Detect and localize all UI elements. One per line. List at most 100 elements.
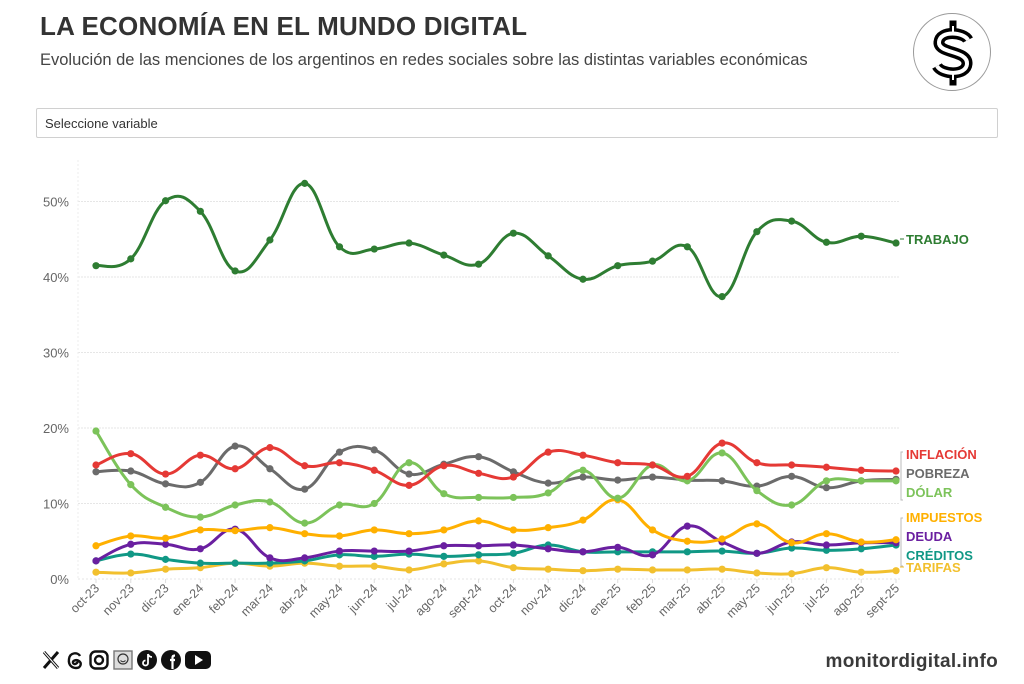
point-dolar[interactable] — [475, 493, 483, 502]
point-tarifas[interactable] — [579, 567, 587, 575]
point-impuestos[interactable] — [648, 526, 657, 534]
point-inflacion[interactable] — [370, 466, 378, 474]
point-deuda[interactable] — [753, 549, 761, 557]
point-pobreza[interactable] — [788, 472, 796, 480]
point-pobreza[interactable] — [509, 468, 517, 476]
point-dolar[interactable] — [266, 498, 274, 506]
point-deuda[interactable] — [822, 541, 831, 549]
point-deuda[interactable] — [648, 551, 657, 559]
tiktok-icon[interactable] — [136, 649, 158, 671]
point-impuestos[interactable] — [196, 526, 204, 534]
point-creditos[interactable] — [266, 559, 274, 567]
point-deuda[interactable] — [440, 542, 448, 550]
point-dolar[interactable] — [614, 494, 622, 502]
point-inflacion[interactable] — [544, 448, 552, 456]
point-inflacion[interactable] — [683, 472, 691, 480]
point-trabajo[interactable] — [753, 228, 761, 236]
point-trabajo[interactable] — [92, 262, 100, 270]
point-trabajo[interactable] — [161, 197, 170, 205]
point-pobreza[interactable] — [231, 442, 239, 450]
point-tarifas[interactable] — [475, 557, 483, 565]
point-trabajo[interactable] — [370, 245, 378, 253]
point-trabajo[interactable] — [405, 239, 413, 247]
point-impuestos[interactable] — [509, 526, 517, 534]
site-url[interactable]: monitordigital.info — [825, 651, 998, 672]
point-impuestos[interactable] — [683, 537, 691, 545]
point-pobreza[interactable] — [405, 470, 413, 478]
point-tarifas[interactable] — [892, 567, 900, 575]
point-trabajo[interactable] — [683, 243, 691, 251]
point-pobreza[interactable] — [266, 465, 274, 473]
point-inflacion[interactable] — [579, 451, 587, 459]
point-pobreza[interactable] — [544, 479, 552, 487]
point-impuestos[interactable] — [266, 524, 274, 532]
point-impuestos[interactable] — [127, 532, 135, 540]
point-tarifas[interactable] — [614, 565, 622, 573]
point-trabajo[interactable] — [440, 251, 448, 259]
point-tarifas[interactable] — [753, 569, 761, 577]
point-impuestos[interactable] — [370, 526, 378, 534]
point-dolar[interactable] — [231, 501, 239, 509]
point-dolar[interactable] — [440, 490, 448, 498]
point-inflacion[interactable] — [405, 481, 413, 489]
point-deuda[interactable] — [370, 547, 378, 555]
point-tarifas[interactable] — [718, 565, 726, 573]
point-tarifas[interactable] — [92, 568, 100, 576]
point-dolar[interactable] — [892, 477, 900, 485]
point-impuestos[interactable] — [440, 526, 448, 534]
point-tarifas[interactable] — [822, 564, 831, 572]
point-impuestos[interactable] — [544, 524, 552, 532]
point-pobreza[interactable] — [475, 453, 483, 461]
point-inflacion[interactable] — [266, 444, 274, 452]
point-impuestos[interactable] — [161, 534, 170, 542]
point-creditos[interactable] — [475, 551, 483, 559]
point-inflacion[interactable] — [718, 439, 726, 447]
point-creditos[interactable] — [683, 548, 691, 556]
point-inflacion[interactable] — [127, 450, 135, 458]
x-icon[interactable] — [40, 649, 62, 671]
point-inflacion[interactable] — [822, 463, 831, 471]
point-impuestos[interactable] — [231, 527, 239, 535]
point-deuda[interactable] — [266, 554, 274, 562]
point-tarifas[interactable] — [544, 565, 552, 573]
point-inflacion[interactable] — [301, 462, 309, 470]
point-inflacion[interactable] — [231, 465, 239, 473]
point-inflacion[interactable] — [92, 461, 100, 469]
point-pobreza[interactable] — [127, 467, 135, 475]
point-inflacion[interactable] — [196, 451, 204, 459]
point-pobreza[interactable] — [614, 476, 622, 484]
point-trabajo[interactable] — [301, 179, 309, 187]
point-dolar[interactable] — [335, 501, 344, 509]
point-dolar[interactable] — [544, 489, 552, 497]
point-trabajo[interactable] — [544, 252, 552, 260]
point-creditos[interactable] — [127, 550, 135, 558]
point-deuda[interactable] — [335, 547, 344, 555]
point-pobreza[interactable] — [370, 446, 378, 454]
point-dolar[interactable] — [788, 501, 796, 509]
monitor-icon[interactable] — [112, 649, 134, 671]
point-tarifas[interactable] — [683, 566, 691, 574]
point-trabajo[interactable] — [509, 229, 517, 237]
point-tarifas[interactable] — [788, 570, 796, 578]
point-tarifas[interactable] — [509, 564, 517, 572]
point-tarifas[interactable] — [648, 566, 657, 574]
point-impuestos[interactable] — [857, 538, 865, 546]
point-impuestos[interactable] — [579, 516, 587, 524]
point-inflacion[interactable] — [614, 459, 622, 467]
point-pobreza[interactable] — [822, 484, 831, 492]
point-dolar[interactable] — [301, 519, 309, 527]
point-trabajo[interactable] — [822, 238, 831, 246]
point-deuda[interactable] — [614, 543, 622, 551]
point-trabajo[interactable] — [196, 207, 204, 215]
point-trabajo[interactable] — [648, 257, 657, 265]
point-trabajo[interactable] — [335, 243, 344, 251]
point-inflacion[interactable] — [648, 461, 657, 469]
point-pobreza[interactable] — [335, 448, 344, 456]
point-deuda[interactable] — [405, 547, 413, 555]
point-impuestos[interactable] — [753, 520, 761, 528]
point-dolar[interactable] — [92, 427, 100, 435]
point-tarifas[interactable] — [857, 568, 865, 576]
point-impuestos[interactable] — [892, 536, 900, 544]
point-pobreza[interactable] — [92, 468, 100, 476]
point-pobreza[interactable] — [579, 473, 587, 481]
